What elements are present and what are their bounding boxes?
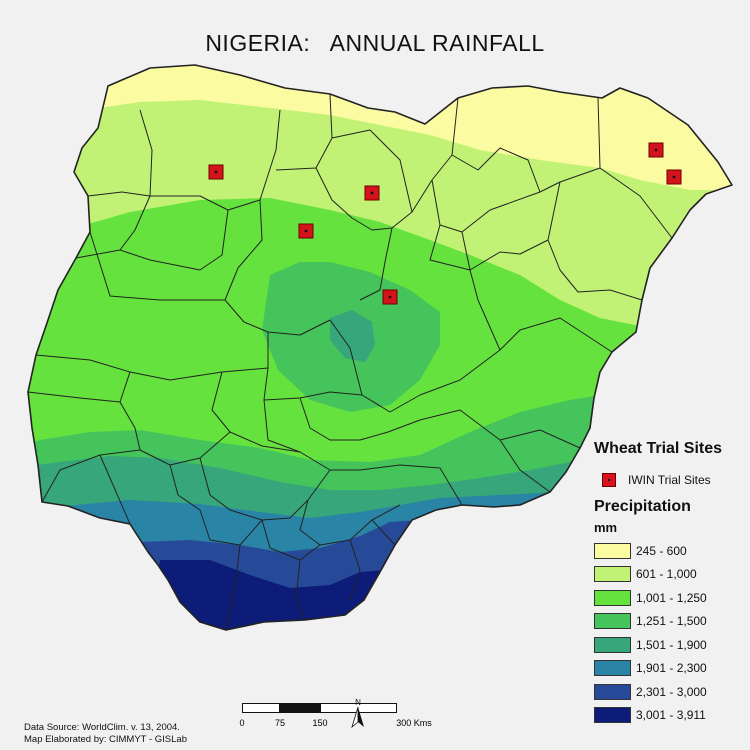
legend-class-row: 1,501 - 1,900: [594, 633, 744, 657]
footer-data-source: Data Source: WorldClim. v. 13, 2004.: [24, 722, 180, 733]
scale-tick-label: 150: [312, 718, 328, 728]
legend-site-row: IWIN Trial Sites: [594, 470, 744, 490]
rain-zone-1501-1900-center: [330, 310, 375, 362]
legend-class-row: 3,001 - 3,911: [594, 704, 744, 728]
scale-bar-graphic: [242, 703, 397, 713]
legend-swatch: [594, 683, 631, 700]
legend-class-label: 1,251 - 1,500: [636, 614, 707, 629]
legend-swatch: [594, 613, 631, 630]
legend-class-label: 2,301 - 3,000: [636, 684, 707, 699]
trial-site-dot: [370, 191, 374, 195]
footer-map-credit: Map Elaborated by: CIMMYT - GISLab: [24, 734, 187, 745]
legend-swatch: [594, 707, 631, 724]
legend-precip-unit: mm: [594, 520, 618, 535]
legend-swatch: [594, 542, 631, 559]
map-title: NIGERIA: ANNUAL RAINFALL: [205, 30, 545, 56]
legend-class-label: 1,001 - 1,250: [636, 590, 707, 605]
legend: Wheat Trial Sites IWIN Trial Sites Preci…: [594, 440, 744, 727]
legend-class-label: 601 - 1,000: [636, 567, 697, 582]
legend-class-row: 1,251 - 1,500: [594, 610, 744, 634]
state-boundaries: [27, 64, 733, 631]
legend-class-row: 1,901 - 2,300: [594, 657, 744, 681]
scale-tick-label: 75: [274, 718, 286, 728]
scale-tick-label: 0: [239, 718, 245, 728]
legend-class-label: 3,001 - 3,911: [636, 708, 706, 723]
legend-precip-heading: Precipitation: [594, 498, 691, 515]
legend-swatch: [594, 566, 631, 583]
legend-class-row: 2,301 - 3,000: [594, 680, 744, 704]
trial-site-symbol-icon: [602, 473, 616, 487]
trial-site-dot: [304, 229, 308, 233]
legend-class-row: 245 - 600: [594, 539, 744, 563]
legend-class-label: 1,501 - 1,900: [636, 637, 707, 652]
legend-swatch: [594, 589, 631, 606]
legend-class-list: 245 - 600 601 - 1,000 1,001 - 1,250 1,251 -…: [594, 539, 744, 727]
scale-tick-label: 300 Kms: [396, 718, 432, 728]
trial-sites: [208, 142, 682, 305]
legend-site-label: IWIN Trial Sites: [628, 473, 711, 487]
trial-site-dot: [214, 170, 218, 174]
footer-credits: Data Source: WorldClim. v. 13, 2004. Map…: [24, 722, 187, 746]
north-arrow-icon: N: [351, 698, 364, 729]
legend-sites-heading: Wheat Trial Sites: [594, 440, 723, 457]
trial-site-dot: [388, 295, 392, 299]
legend-swatch: [594, 636, 631, 653]
trial-site-dot: [672, 175, 676, 179]
north-label: N: [355, 698, 361, 707]
legend-class-row: 1,001 - 1,250: [594, 586, 744, 610]
legend-swatch: [594, 660, 631, 677]
legend-class-row: 601 - 1,000: [594, 563, 744, 587]
trial-site-dot: [654, 148, 658, 152]
legend-class-label: 1,901 - 2,300: [636, 661, 707, 676]
legend-class-label: 245 - 600: [636, 543, 687, 558]
